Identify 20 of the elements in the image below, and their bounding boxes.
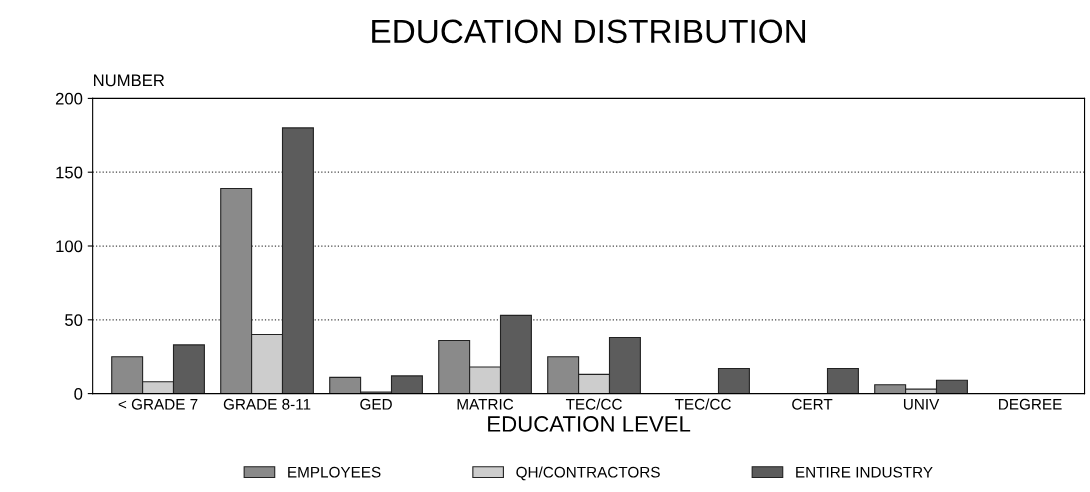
legend-label: EMPLOYEES: [288, 466, 381, 478]
y-tick-label: 50: [65, 314, 83, 326]
legend-label: QH/CONTRACTORS: [516, 466, 660, 481]
y-tick-label: 0: [74, 388, 83, 400]
chart-title: EDUCATION DISTRIBUTION: [372, 19, 806, 44]
x-tick-label: TEC/CC: [674, 398, 731, 410]
y-axis-title: NUMBER: [94, 74, 165, 87]
x-tick-label: TEC/CC: [565, 398, 622, 410]
x-tick-label: DEGREE: [999, 398, 1062, 410]
x-tick-label: < GRADE 7: [118, 398, 198, 410]
x-tick-label: GRADE 8-11: [223, 398, 311, 410]
x-tick-label: MATRIC: [457, 398, 514, 410]
x-tick-label: CERT: [792, 398, 833, 410]
y-tick-label: 150: [56, 166, 83, 179]
x-axis-title: EDUCATION LEVEL: [488, 416, 691, 432]
y-tick-label: 100: [56, 240, 83, 253]
x-tick-label: UNIV: [903, 399, 940, 410]
legend-label: ENTIRE INDUSTRY: [796, 466, 933, 478]
x-tick-label: GED: [360, 398, 392, 410]
y-tick-label: 200: [55, 92, 83, 105]
